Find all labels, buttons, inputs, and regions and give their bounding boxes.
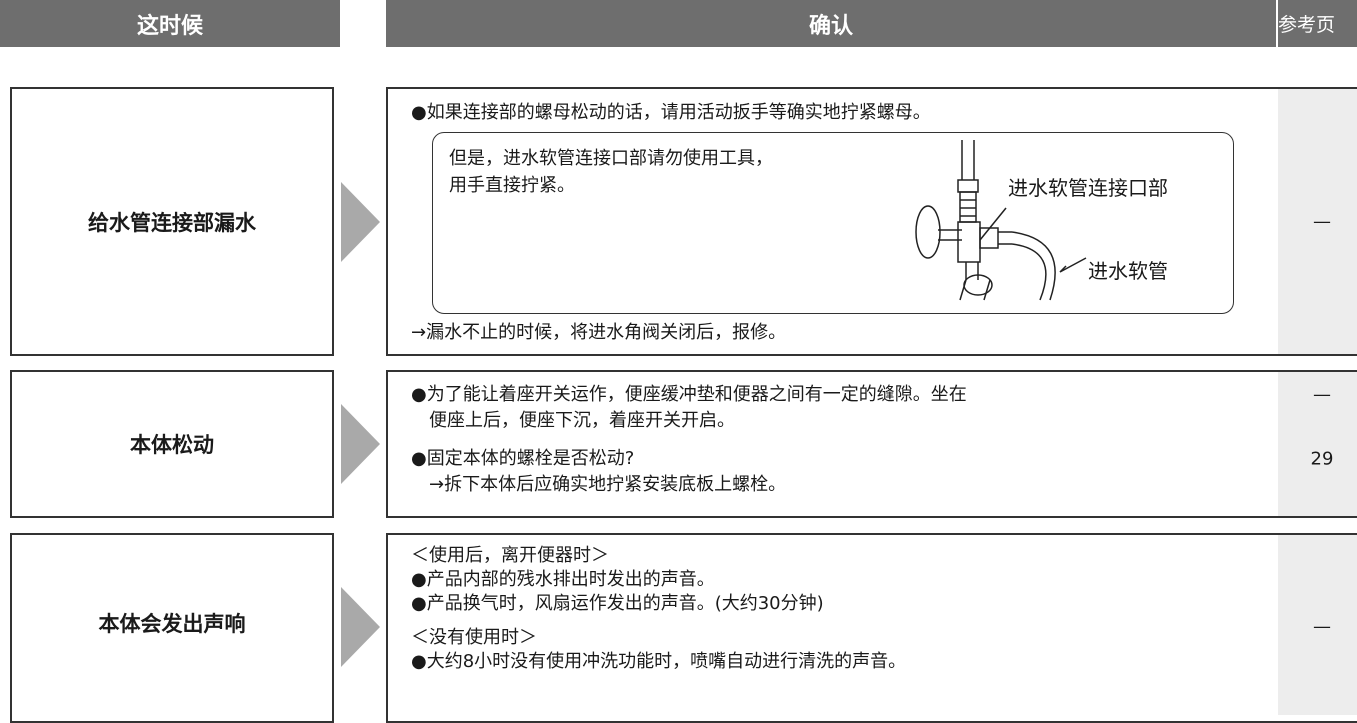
reference: — [1313,211,1331,233]
diagram-label: 进水软管 [1088,259,1168,283]
check-line: ●为了能让着座开关运作，便座缓冲垫和便器之间有一定的缝隙。坐在 [411,384,967,405]
faucet-illustration [915,140,1087,301]
note-line: 用手直接拧紧。 [449,175,575,196]
reference: — [1313,384,1331,406]
check-cell [386,370,1357,518]
header-reference: 参考页 [1278,0,1357,47]
situation-cell: 给水管连接部漏水 [10,87,334,356]
diagram-label: 进水软管连接口部 [1008,176,1168,200]
check-line: ●产品内部的残水排出时发出的声音。 [411,569,715,590]
reference-cell [1278,89,1357,354]
arrow [341,587,380,667]
check-line: ●大约8小时没有使用冲洗功能时，喷嘴自动进行清洗的声音。 [411,651,907,672]
bullet: ●如果连接部的螺母松动的话，请用活动扳手等确实地拧紧螺母。 [411,102,931,123]
situation-cell: 本体会发出声响 [10,533,334,723]
check-line: ●产品换气时，风扇运作发出的声音。(大约30分钟) [411,593,824,614]
note-box [432,132,1234,314]
reference-cell [1278,535,1357,715]
check-line: ＜没有使用时＞ [411,627,537,648]
check-line: ●固定本体的螺栓是否松动? [411,448,635,469]
action: →漏水不止的时候，将进水角阀关闭后，报修。 [411,322,787,343]
check-cell [386,87,1357,356]
check-line: ＜使用后，离开便器时＞ [411,545,609,566]
note-line: 但是，进水软管连接口部请勿使用工具， [449,148,773,169]
arrow [341,404,380,484]
check-line: →拆下本体后应确实地拧紧安装底板上螺栓。 [429,474,787,495]
arrow [341,182,380,262]
reference: 29 [1310,448,1334,470]
header-check: 确认 [386,0,1276,47]
check-line: 便座上后，便座下沉，着座开关开启。 [429,410,735,431]
situation-cell: 本体松动 [10,370,334,518]
situation-text: 本体会发出声响 [98,612,246,636]
reference: — [1313,616,1331,638]
reference-cell [1278,372,1357,516]
header-situation: 这时候 [0,0,340,47]
